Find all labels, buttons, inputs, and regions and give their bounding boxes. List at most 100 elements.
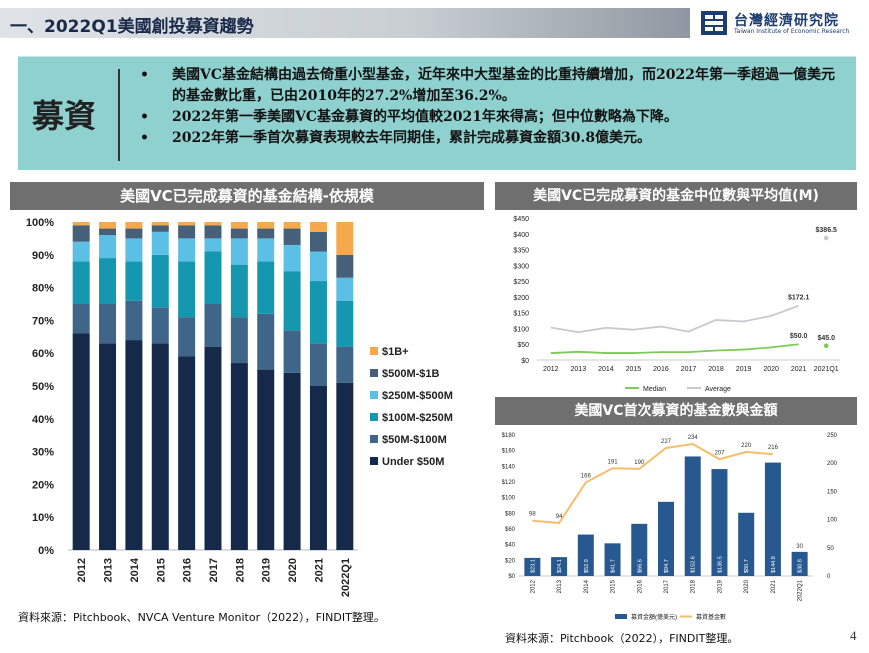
bar-segment <box>99 222 117 229</box>
legend-label: $50M-$100M <box>382 434 447 446</box>
line-value-label: 227 <box>661 439 672 445</box>
legend-label: Average <box>705 386 731 393</box>
x-tick-label: 2013 <box>103 558 115 582</box>
tier-logo-icon <box>701 11 727 35</box>
y-tick-label-right: 50 <box>827 546 834 552</box>
y-tick-label: 30% <box>32 447 54 459</box>
x-tick-label: 2019 <box>261 558 273 582</box>
x-tick-label: 2017 <box>664 579 670 593</box>
bar-segment <box>257 238 275 262</box>
bar-segment <box>99 343 117 550</box>
line-value-label: 98 <box>529 512 536 518</box>
page-title: 一、2022Q1美國創投募資趨勢 <box>10 17 254 37</box>
bar-segment <box>204 222 222 226</box>
bar-segment <box>257 369 275 550</box>
y-tick-label: 0% <box>38 545 54 557</box>
x-tick-label: 2017 <box>681 366 697 373</box>
x-tick-label: 2019 <box>736 366 752 373</box>
bar-segment <box>309 343 327 386</box>
bar-segment <box>204 346 222 550</box>
bar <box>791 551 808 576</box>
legend-swatch <box>370 457 378 465</box>
x-tick-label: 2018 <box>708 366 724 373</box>
bullet-dot-icon: • <box>140 109 149 125</box>
y-tick-label-left: $40 <box>505 543 516 549</box>
y-tick-label-left: $160 <box>502 449 516 455</box>
bar-segment <box>151 222 169 226</box>
bullet-dot-icon: • <box>140 130 149 146</box>
bar-segment <box>151 343 169 550</box>
line-value-label: 220 <box>741 443 752 449</box>
bar-segment <box>230 238 248 265</box>
source-note-right: 資料來源：Pitchbook（2022），FINDIT整理。 <box>505 632 739 645</box>
bar-segment <box>336 300 354 347</box>
legend-label: Under $50M <box>382 456 444 468</box>
bar-segment <box>151 225 169 232</box>
y-tick-label: 70% <box>32 315 54 327</box>
page-number: 4 <box>850 628 857 643</box>
bar-segment <box>72 261 90 304</box>
bar-value-label: $66.6 <box>637 559 643 573</box>
chart-title-first-time-funds: 美國VC首次募資的基金數與金額 <box>495 397 857 425</box>
bar-segment <box>72 304 90 334</box>
bar-segment <box>125 222 143 229</box>
y-tick-label-left: $20 <box>505 558 516 564</box>
bar-segment <box>230 228 248 239</box>
x-tick-label: 2012 <box>543 366 559 373</box>
line-value-label: 234 <box>688 435 699 441</box>
bar-segment <box>125 261 143 301</box>
bar-segment <box>125 228 143 239</box>
bar-segment <box>336 277 354 301</box>
legend-label: $250M-$500M <box>382 390 453 402</box>
y-tick-label: $0 <box>521 358 529 365</box>
data-label: $386.5 <box>816 227 838 234</box>
bar-segment <box>178 238 196 262</box>
bar-segment <box>309 251 327 282</box>
bar-segment <box>309 281 327 344</box>
x-tick-label: 2014 <box>584 579 590 593</box>
bar-segment <box>257 228 275 239</box>
data-point <box>823 343 829 349</box>
x-tick-label: 2018 <box>691 579 697 593</box>
line-value-label: 94 <box>556 514 563 520</box>
legend-swatch <box>370 413 378 421</box>
bar-segment <box>204 251 222 304</box>
count-line <box>532 442 773 525</box>
median-average-chart: $0 $50 $100 $150 $200 $250 $300 $350 $400 $450 201… <box>513 216 840 393</box>
bar <box>764 462 781 576</box>
x-tick-label: 2021 <box>771 579 777 593</box>
bar-segment <box>336 222 354 255</box>
y-tick-label: 100% <box>26 217 54 229</box>
y-tick-label-right: 0 <box>827 574 831 580</box>
y-tick-label: $450 <box>513 216 529 223</box>
bullet-item: • 2022年第一季首次募資表現較去年同期佳，累計完成募資金額30.8億美元。 <box>138 128 848 149</box>
y-tick-label: $200 <box>513 295 529 302</box>
bar <box>684 456 701 576</box>
bar-segment <box>178 222 196 226</box>
bar <box>738 512 755 576</box>
bar <box>577 534 594 576</box>
bar <box>711 469 728 576</box>
bar-value-label: $80.7 <box>744 559 750 573</box>
bar-value-label: $52.9 <box>584 559 590 573</box>
legend-label: $1B+ <box>382 346 409 358</box>
bullet-item: • 2022年第一季美國VC基金募資的平均值較2021年來得高；但中位數略為下降。 <box>138 107 848 128</box>
bar-segment <box>72 241 90 262</box>
y-tick-label-left: $120 <box>502 480 516 486</box>
bar-segment <box>257 313 275 370</box>
x-tick-label: 2012 <box>530 579 536 593</box>
x-tick-label: 2014 <box>129 557 141 582</box>
bar-value-label: $94.7 <box>664 559 670 573</box>
chart-title-median-average: 美國VC已完成募資的基金中位數與平均值(M) <box>495 182 857 210</box>
fund-structure-chart: 0% 10% 20% 30% 40% 50% 60% 70% 80% 90% 100% 2012 201… <box>26 217 453 597</box>
logo: 台灣經濟研究院 Taiwan Institute of Economic Res… <box>700 9 865 39</box>
y-tick-label: 90% <box>32 250 54 262</box>
bar-segment <box>230 264 248 318</box>
bar-segment <box>151 254 169 308</box>
legend-label: 募資基金數 <box>696 613 726 621</box>
bar-segment <box>309 231 327 252</box>
line-value-label: 216 <box>768 445 779 451</box>
logo-name: 台灣經濟研究院 <box>734 13 839 29</box>
bar-segment <box>99 228 117 236</box>
bar-segment <box>283 330 301 373</box>
